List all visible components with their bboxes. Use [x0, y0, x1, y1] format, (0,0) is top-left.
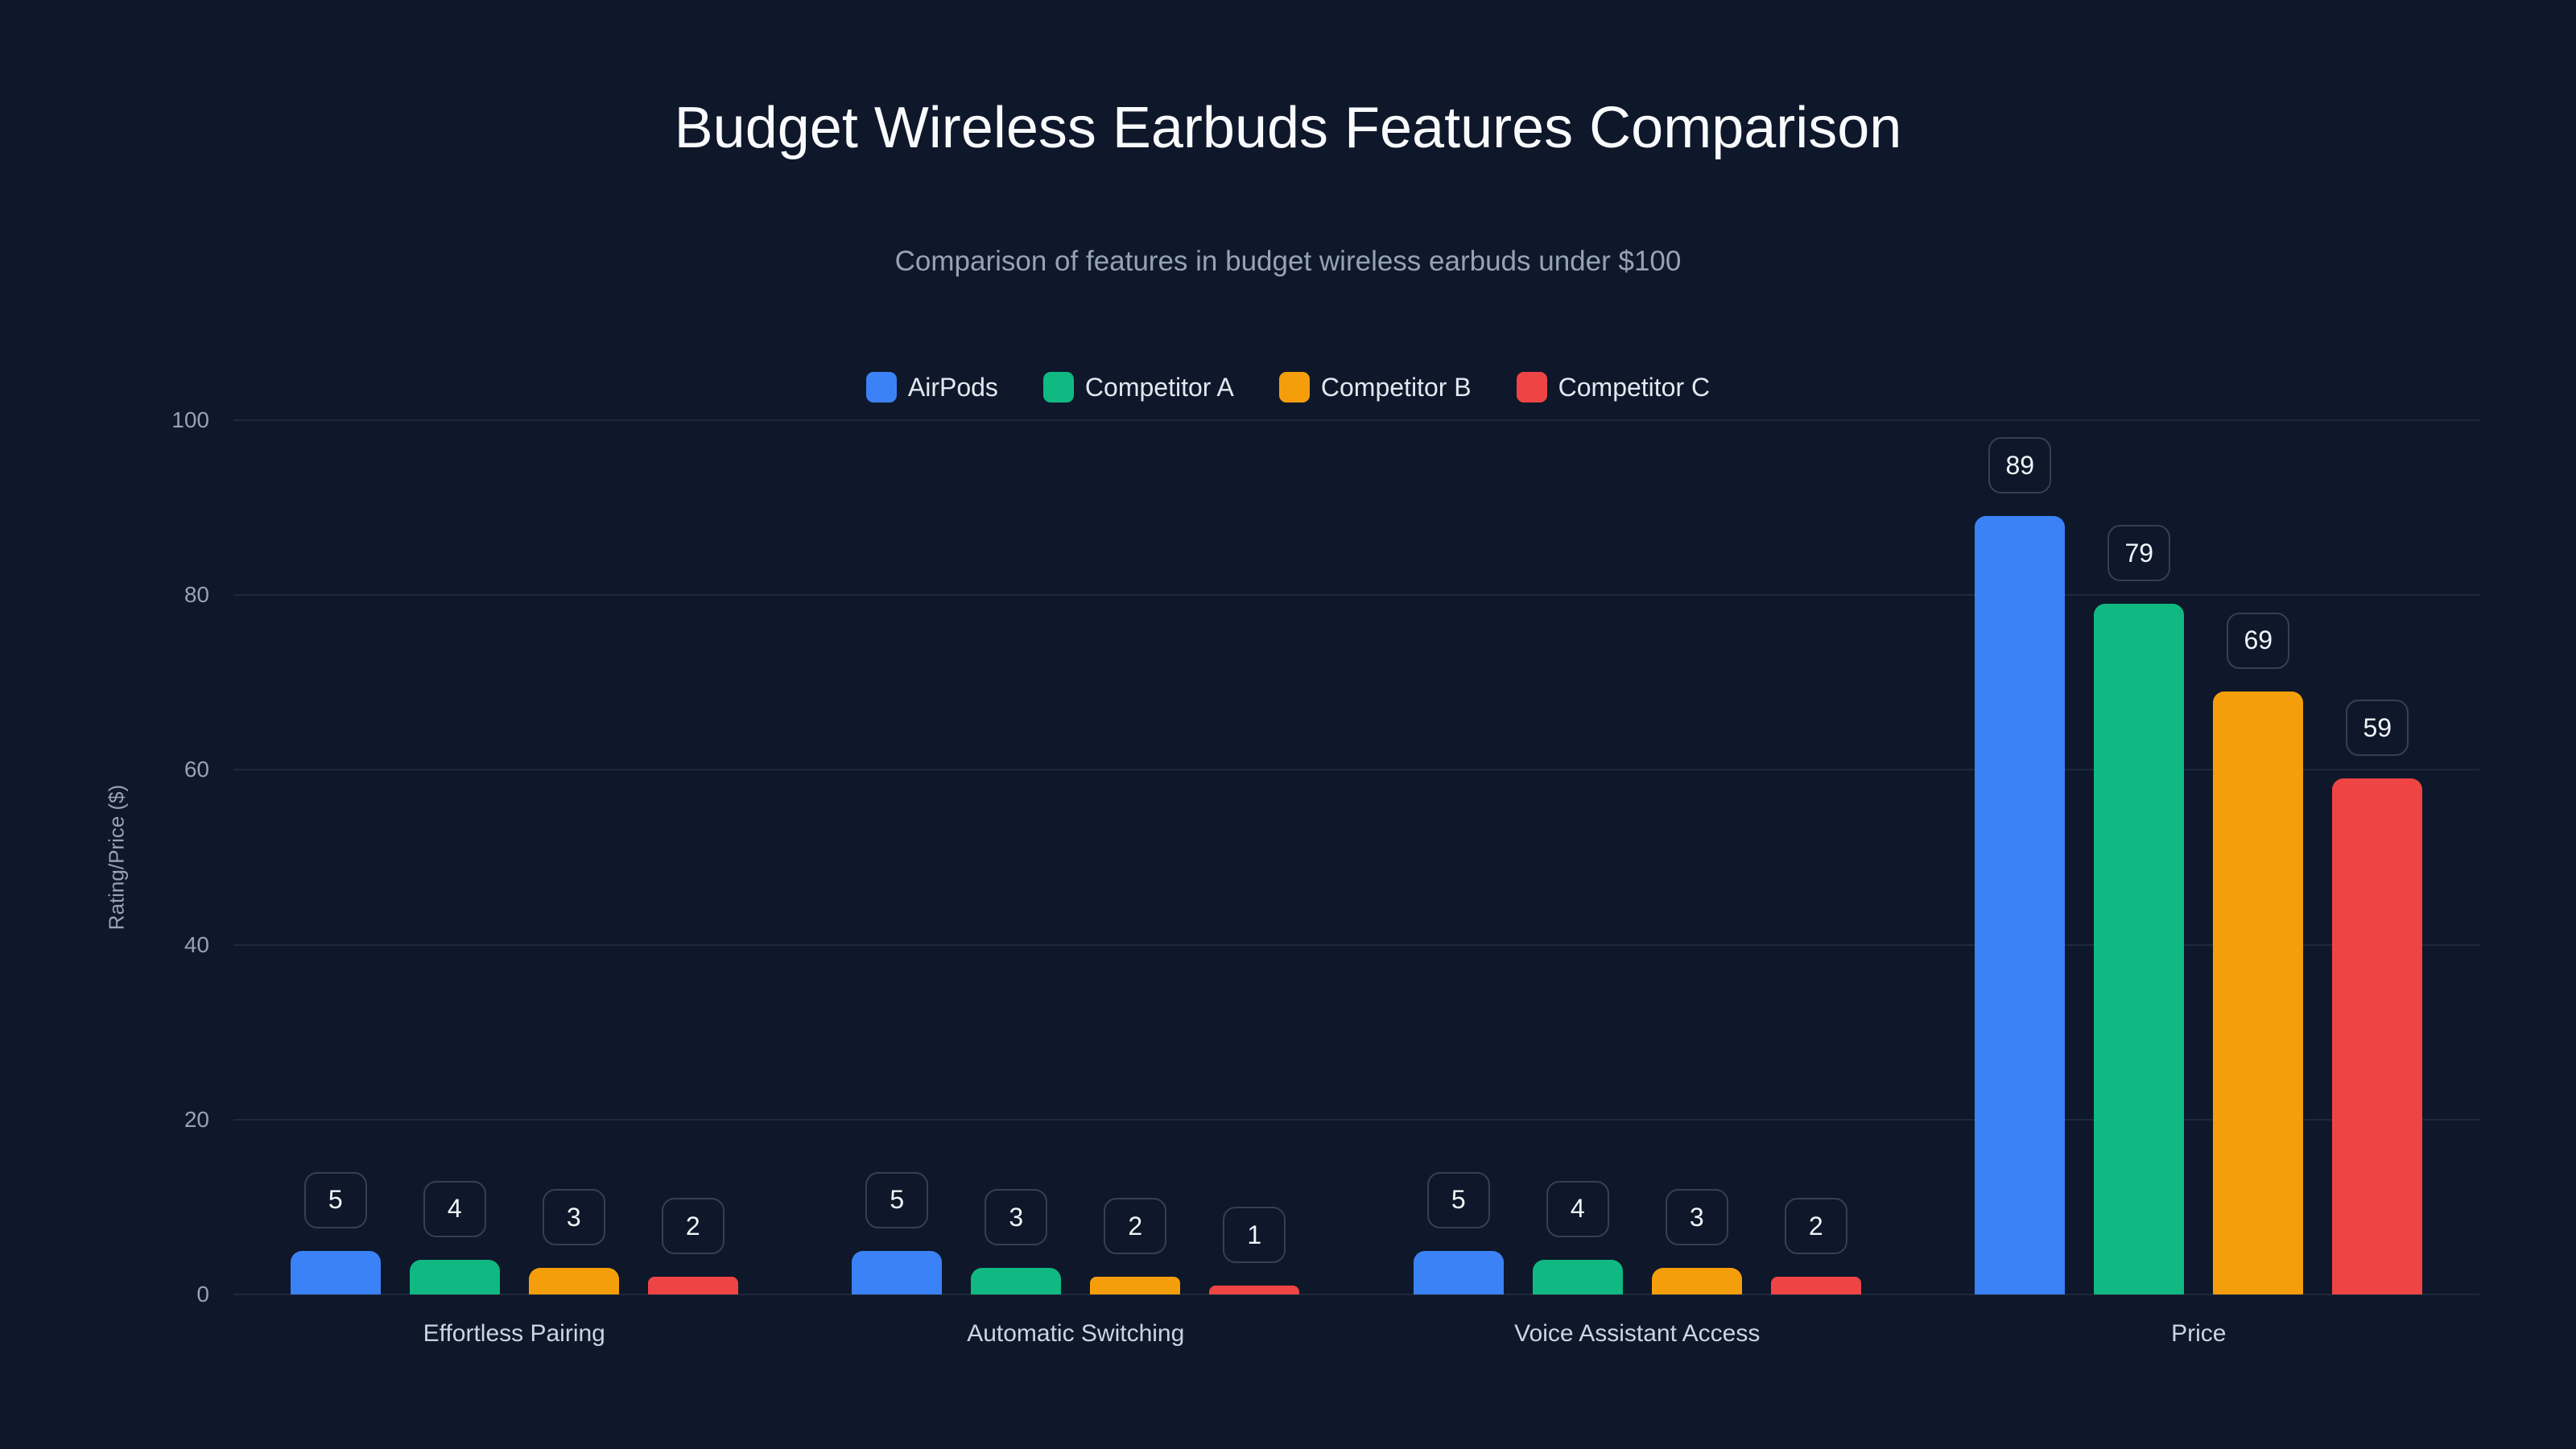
bar[interactable]: [852, 1250, 943, 1294]
bar[interactable]: [528, 1268, 619, 1294]
value-label: 5: [865, 1171, 929, 1228]
y-tick-label: 40: [184, 931, 209, 957]
legend-label: Competitor B: [1320, 372, 1472, 402]
x-category-label: Price: [2171, 1320, 2227, 1347]
value-label: 79: [2107, 525, 2171, 582]
legend-label: Competitor C: [1558, 372, 1711, 402]
chart-title: Budget Wireless Earbuds Features Compari…: [674, 96, 1902, 160]
legend-swatch: [1516, 372, 1547, 402]
value-label: 69: [2227, 612, 2290, 669]
gridline: [233, 419, 2479, 421]
bar[interactable]: [1209, 1286, 1300, 1294]
bar[interactable]: [1651, 1268, 1742, 1294]
y-tick-label: 80: [184, 582, 209, 608]
y-axis-label: Rating/Price ($): [104, 784, 129, 931]
legend-item-competitor-b[interactable]: Competitor B: [1278, 372, 1472, 402]
y-tick-label: 60: [184, 757, 209, 782]
value-label: 5: [1426, 1171, 1490, 1228]
bar[interactable]: [2094, 604, 2185, 1294]
legend-swatch: [1278, 372, 1310, 402]
y-tick-label: 20: [184, 1106, 209, 1132]
bar[interactable]: [1532, 1259, 1623, 1294]
bar[interactable]: [647, 1277, 738, 1294]
gridline: [233, 1294, 2479, 1295]
legend-item-airpods[interactable]: AirPods: [865, 372, 998, 402]
bar[interactable]: [290, 1250, 381, 1294]
chart-subtitle: Comparison of features in budget wireles…: [894, 246, 1682, 277]
bar[interactable]: [1090, 1277, 1181, 1294]
value-label: 4: [423, 1180, 486, 1237]
x-category-label: Automatic Switching: [967, 1320, 1185, 1347]
bar[interactable]: [1975, 516, 2066, 1294]
value-label: 3: [542, 1189, 605, 1246]
x-category-label: Effortless Pairing: [423, 1320, 605, 1347]
plot-area: 0 20 40 60 80 100 5 4 3 2 5 3 2 1 5 4 3 2 89 79 69 59: [171, 407, 2479, 1307]
y-tick-label: 0: [196, 1282, 209, 1307]
value-label: 2: [1104, 1198, 1167, 1255]
value-label: 1: [1223, 1207, 1286, 1264]
bar[interactable]: [971, 1268, 1062, 1294]
gridline: [233, 769, 2479, 771]
legend-item-competitor-a[interactable]: Competitor A: [1042, 372, 1234, 402]
legend-label: AirPods: [907, 372, 998, 402]
legend: AirPods Competitor A Competitor B Compet…: [0, 372, 2576, 402]
legend-item-competitor-c[interactable]: Competitor C: [1516, 372, 1711, 402]
y-tick-label: 100: [171, 407, 209, 432]
bar[interactable]: [2213, 691, 2304, 1294]
bar[interactable]: [409, 1259, 500, 1294]
gridline: [233, 1118, 2479, 1121]
gridline: [233, 943, 2479, 946]
gridline: [233, 594, 2479, 597]
value-label: 4: [1546, 1180, 1609, 1237]
value-label: 2: [1784, 1198, 1847, 1255]
bar[interactable]: [1413, 1250, 1504, 1294]
value-label: 59: [2346, 700, 2409, 757]
x-category-label: Voice Assistant Access: [1514, 1320, 1761, 1347]
legend-swatch: [865, 372, 897, 402]
value-label: 3: [985, 1189, 1048, 1246]
bar[interactable]: [1770, 1277, 1861, 1294]
value-label: 89: [1988, 437, 2052, 494]
bar[interactable]: [2332, 778, 2423, 1294]
value-label: 2: [661, 1198, 724, 1255]
legend-swatch: [1042, 372, 1074, 402]
legend-label: Competitor A: [1084, 372, 1234, 402]
value-label: 3: [1665, 1189, 1728, 1246]
value-label: 5: [303, 1171, 367, 1228]
